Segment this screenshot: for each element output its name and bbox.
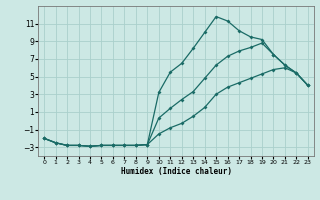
- X-axis label: Humidex (Indice chaleur): Humidex (Indice chaleur): [121, 167, 231, 176]
